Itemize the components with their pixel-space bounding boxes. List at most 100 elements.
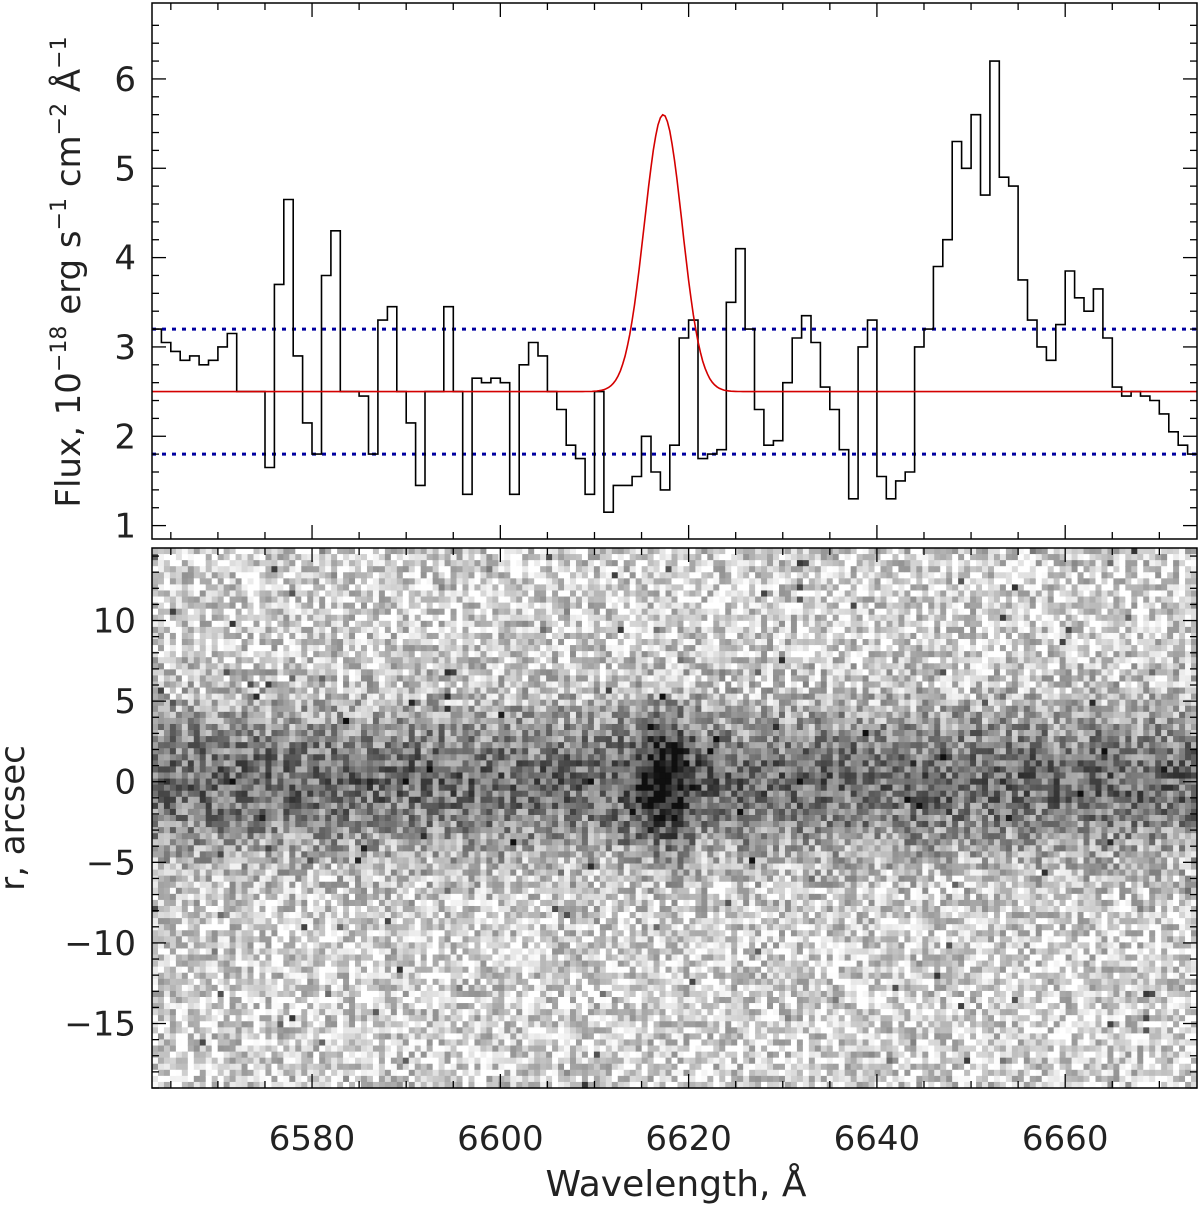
heatmap-cell bbox=[223, 845, 231, 852]
heatmap-cell bbox=[319, 978, 326, 986]
heatmap-cell bbox=[438, 918, 446, 925]
heatmap-cell bbox=[384, 657, 392, 664]
heatmap-cell bbox=[229, 924, 237, 931]
heatmap-cell bbox=[241, 1063, 249, 1071]
heatmap-cell bbox=[474, 748, 482, 755]
heatmap-cell bbox=[235, 657, 243, 664]
heatmap-cell bbox=[402, 972, 410, 980]
heatmap-cell bbox=[474, 560, 482, 567]
heatmap-cell bbox=[372, 1069, 380, 1077]
heatmap-cell bbox=[205, 632, 213, 640]
heatmap-cell bbox=[253, 918, 261, 925]
heatmap-cell bbox=[468, 1033, 476, 1041]
heatmap-cell bbox=[319, 657, 326, 664]
heatmap-cell bbox=[169, 657, 177, 664]
heatmap-cell bbox=[366, 948, 374, 956]
heatmap-cell bbox=[259, 1039, 267, 1047]
heatmap-cell bbox=[343, 772, 350, 780]
heatmap-cell bbox=[199, 614, 207, 622]
heatmap-cell bbox=[217, 675, 225, 683]
heatmap-cell bbox=[241, 881, 249, 889]
heatmap-cell bbox=[175, 632, 183, 640]
heatmap-cell bbox=[271, 808, 278, 816]
heatmap-cell bbox=[229, 669, 237, 677]
heatmap-cell bbox=[211, 954, 219, 962]
heatmap-cell bbox=[396, 972, 404, 980]
heatmap-cell bbox=[247, 578, 255, 586]
heatmap-cell bbox=[456, 857, 464, 865]
heatmap-cell bbox=[480, 748, 487, 755]
heatmap-cell bbox=[444, 984, 452, 992]
heatmap-cell bbox=[205, 657, 213, 664]
heatmap-cell bbox=[426, 584, 434, 592]
heatmap-cell bbox=[199, 675, 207, 683]
heatmap-cell bbox=[295, 996, 302, 1004]
heatmap-cell bbox=[199, 1045, 207, 1053]
heatmap-cell bbox=[277, 602, 284, 610]
heatmap-cell bbox=[402, 1057, 410, 1065]
heatmap-cell bbox=[361, 875, 368, 883]
heatmap-cell bbox=[474, 887, 482, 895]
heatmap-cell bbox=[265, 1081, 273, 1089]
heatmap-cell bbox=[205, 821, 213, 828]
heatmap-cell bbox=[169, 954, 177, 962]
heatmap-cell bbox=[444, 778, 452, 786]
heatmap-cell bbox=[259, 930, 267, 937]
heatmap-cell bbox=[223, 899, 231, 907]
heatmap-cell bbox=[187, 639, 195, 646]
heatmap-cell bbox=[223, 869, 231, 877]
heatmap-cell bbox=[199, 748, 207, 755]
heatmap-cell bbox=[187, 833, 195, 840]
heatmap-cell bbox=[289, 699, 296, 707]
heatmap-cell bbox=[295, 560, 302, 567]
heatmap-cell bbox=[319, 942, 326, 950]
heatmap-cell bbox=[283, 857, 290, 865]
heatmap-cell bbox=[277, 772, 284, 780]
heatmap-cell bbox=[175, 893, 183, 901]
heatmap-cell bbox=[444, 1069, 452, 1077]
heatmap-cell bbox=[319, 875, 326, 883]
heatmap-cell bbox=[265, 821, 273, 828]
heatmap-cell bbox=[169, 1033, 177, 1041]
heatmap-cell bbox=[325, 645, 332, 652]
heatmap-cell bbox=[426, 663, 434, 670]
heatmap-cell bbox=[396, 1009, 404, 1016]
heatmap-cell bbox=[259, 663, 267, 670]
heatmap-cell bbox=[444, 912, 452, 919]
heatmap-cell bbox=[432, 584, 440, 592]
heatmap-cell bbox=[444, 632, 452, 640]
heatmap-cell bbox=[456, 590, 464, 598]
heatmap-cell bbox=[211, 972, 219, 980]
heatmap-cell bbox=[295, 1081, 302, 1089]
heatmap-cell bbox=[193, 748, 201, 755]
heatmap-cell bbox=[193, 960, 201, 968]
heatmap-cell bbox=[259, 978, 267, 986]
heatmap-cell bbox=[331, 723, 338, 731]
heatmap-cell bbox=[205, 560, 213, 567]
heatmap-cell bbox=[331, 772, 338, 780]
heatmap-cell bbox=[426, 1075, 434, 1083]
heatmap-cell bbox=[396, 699, 404, 707]
heatmap-cell bbox=[456, 942, 464, 950]
heatmap-cell bbox=[319, 1039, 326, 1047]
heatmap-cell bbox=[277, 717, 284, 725]
heatmap-cell bbox=[349, 990, 356, 998]
heatmap-cell bbox=[163, 948, 171, 956]
heatmap-cell bbox=[187, 827, 195, 834]
heatmap-cell bbox=[384, 1039, 392, 1047]
heatmap-cell bbox=[474, 948, 482, 956]
heatmap-cell bbox=[390, 857, 398, 865]
heatmap-cell bbox=[480, 626, 487, 634]
heatmap-cell bbox=[241, 1051, 249, 1059]
heatmap-cell bbox=[355, 766, 362, 774]
heatmap-cell bbox=[468, 566, 476, 573]
heatmap-cell bbox=[438, 881, 446, 889]
heatmap-cell bbox=[283, 796, 290, 804]
heatmap-cell bbox=[450, 1051, 458, 1059]
heatmap-cell bbox=[152, 924, 159, 931]
heatmap-cell bbox=[289, 796, 296, 804]
heatmap-cell bbox=[223, 978, 231, 986]
heatmap-cell bbox=[229, 1075, 237, 1083]
heatmap-cell bbox=[271, 796, 278, 804]
heatmap-cell bbox=[283, 984, 290, 992]
